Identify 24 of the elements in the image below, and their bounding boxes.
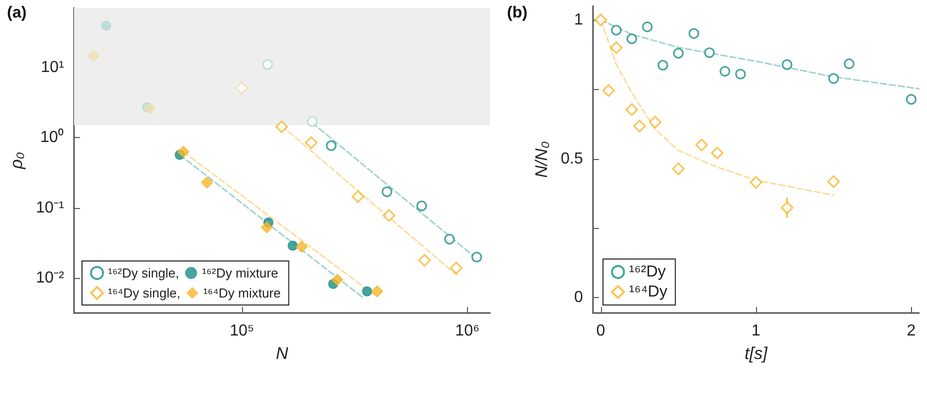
y-tick-label: 0: [574, 289, 584, 306]
legend-label: ¹⁶⁴Dy single,: [108, 286, 180, 300]
legend-label: ¹⁶²Dy single,: [108, 266, 180, 280]
legend-label: ¹⁶²Dy: [629, 264, 666, 280]
legend-label: ¹⁶⁴Dy: [629, 284, 668, 300]
y-axis-title: ρ₀: [7, 152, 26, 170]
x-tick-label: 10⁶: [455, 322, 480, 340]
chart-title: (b): [507, 4, 528, 22]
y-tick-label: 10⁻²: [36, 270, 65, 287]
legend-label: ¹⁶²Dy mixture: [202, 266, 278, 280]
x-tick-label: 0: [596, 322, 606, 340]
y-tick-label: 0.5: [560, 150, 584, 168]
y-tick-label: 10¹: [40, 58, 64, 76]
x-axis-title: N: [276, 344, 289, 363]
x-tick-label: 10⁵: [230, 322, 254, 340]
y-axis-title: N/N₀: [532, 141, 551, 178]
y-tick-label: 10⁻¹: [36, 199, 64, 216]
chart-title: (a): [7, 4, 27, 22]
x-axis-title: t[s]: [744, 344, 769, 363]
x-tick-label: 2: [906, 322, 916, 340]
x-tick-label: 1: [752, 322, 761, 340]
y-tick-label: 1: [574, 11, 584, 28]
y-tick-label: 10⁰: [40, 128, 64, 146]
legend-label: ¹⁶⁴Dy mixture: [203, 286, 281, 300]
